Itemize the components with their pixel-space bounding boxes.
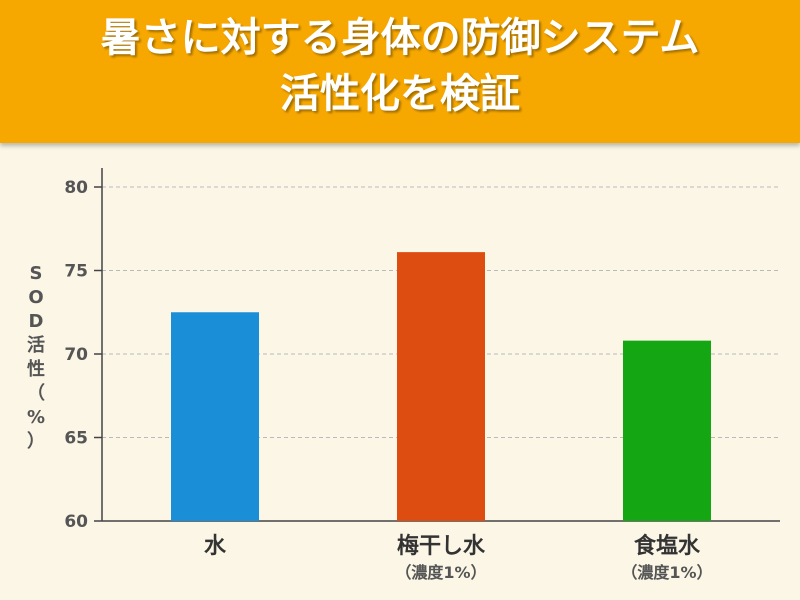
- y-axis-label-char: ）: [27, 431, 45, 452]
- page-title-line-1: 暑さに対する身体の防御システム: [100, 15, 700, 61]
- x-category-label: 水: [204, 534, 227, 559]
- y-axis-label-char: 活: [27, 335, 45, 356]
- page-title-line-2: 活性化を検証: [280, 71, 520, 117]
- y-axis-label-char: D: [28, 311, 44, 332]
- x-category-label: 梅干し水: [397, 533, 486, 559]
- y-tick-label: 60: [64, 512, 88, 532]
- x-category-label: 食塩水: [634, 533, 701, 559]
- y-axis-label-char: 性: [27, 359, 45, 380]
- x-category-sublabel: （濃度1%）: [395, 563, 486, 582]
- y-axis-label: S O D 活 性 （ % ）: [22, 262, 50, 454]
- y-axis-label-char: S: [29, 263, 43, 284]
- y-axis-label-char: （: [27, 383, 45, 404]
- x-category-sublabel: （濃度1%）: [621, 563, 712, 582]
- y-tick-label: 75: [64, 262, 88, 282]
- y-tick-label: 65: [64, 429, 88, 449]
- bar: [171, 312, 259, 521]
- y-axis-label-char: %: [26, 407, 46, 428]
- header-banner: 暑さに対する身体の防御システム 活性化を検証: [0, 0, 800, 143]
- bar: [623, 340, 711, 521]
- bar: [397, 252, 485, 521]
- y-axis-label-char: O: [28, 287, 44, 308]
- y-tick-label: 70: [64, 345, 88, 365]
- y-tick-label: 80: [64, 178, 88, 198]
